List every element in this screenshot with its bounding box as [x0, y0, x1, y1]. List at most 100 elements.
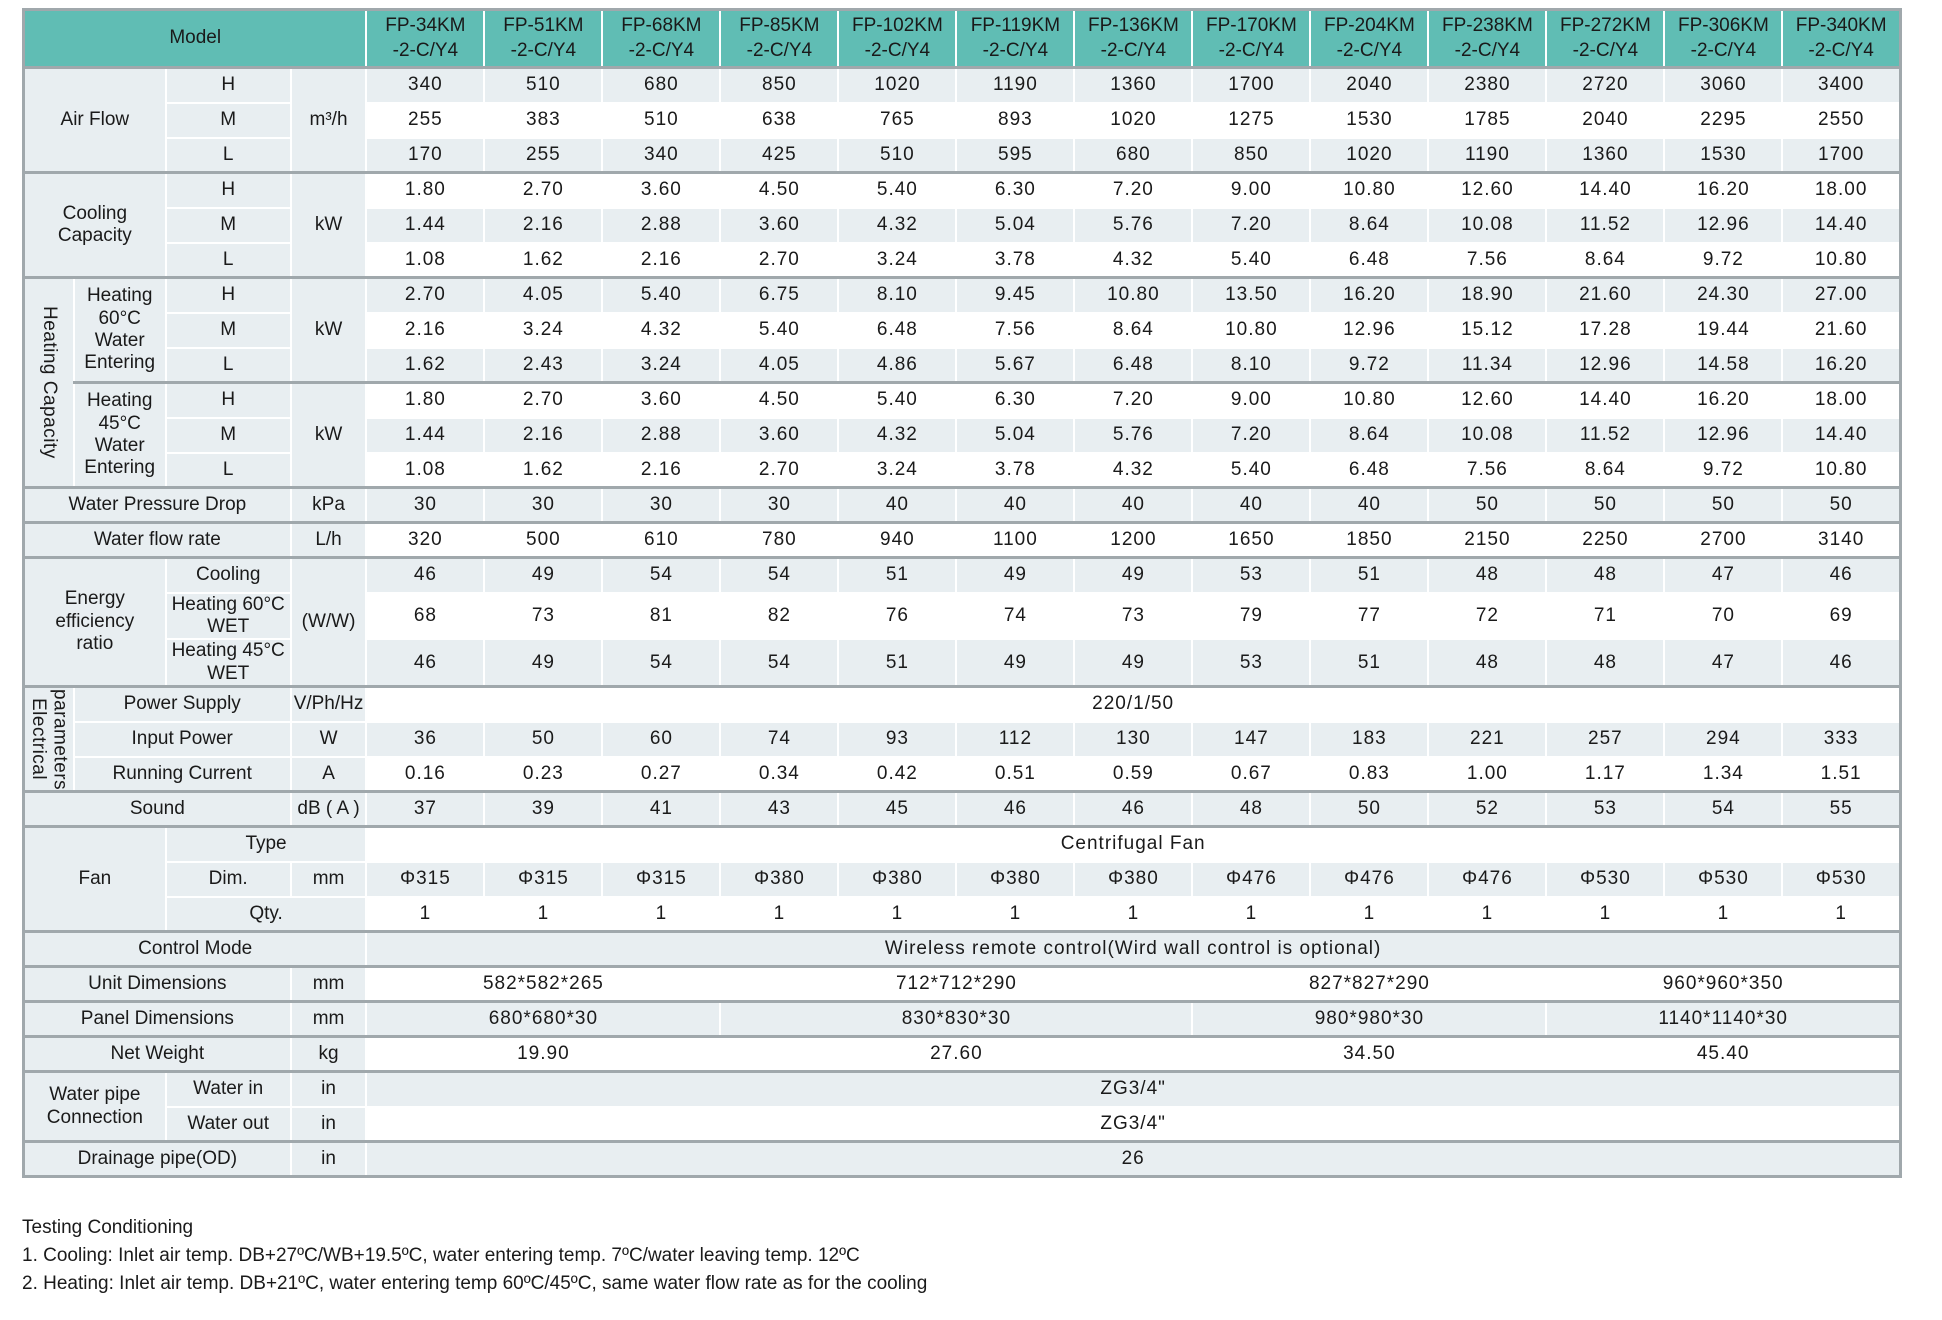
heating60-h-value: 6.75 — [719, 276, 840, 314]
cooling-l-value: 8.64 — [1545, 241, 1666, 279]
cooling-h-value: 4.50 — [719, 171, 840, 209]
heating60-h-value: 10.80 — [1073, 276, 1194, 314]
heating45-h-value: 4.50 — [719, 381, 840, 419]
heating45-m-value: 1.44 — [365, 416, 486, 454]
row-heating45-m: M 1.44 2.16 2.88 3.60 4.32 5.04 5.76 7.20 8.64 10.… — [24, 416, 1902, 454]
eer-heating60-value: 77 — [1309, 591, 1430, 641]
cooling-l-value: 7.56 — [1427, 241, 1548, 279]
air-flow-l-value: 1530 — [1663, 136, 1784, 174]
heating45-h-label: kW — [289, 381, 368, 489]
input-power-value: 221 — [1427, 720, 1548, 758]
eer-cooling-label: Cooling — [164, 556, 292, 594]
heating45-l-value: 2.70 — [719, 451, 840, 489]
fan-dim-value: Φ476 — [1309, 860, 1430, 898]
air-flow-l-value: 1020 — [1309, 136, 1430, 174]
air-flow-m-label: M — [164, 101, 292, 139]
water-flow-rate-value: 3140 — [1781, 521, 1902, 559]
eer-heating45-value: 51 — [1309, 638, 1430, 688]
row-unit-dimensions: Unit Dimensions mm 582*582*265 712*712*290 8… — [22, 965, 1902, 1003]
air-flow-h-value: 850 — [719, 66, 840, 104]
cooling-m-value: 5.04 — [955, 206, 1076, 244]
cooling-h-value: 2.70 — [483, 171, 604, 209]
air-flow-h-value: 2720 — [1545, 66, 1666, 104]
eer-heating45-value: 53 — [1191, 638, 1312, 688]
cooling-h-value: 16.20 — [1663, 171, 1784, 209]
fan-qty-value: 1 — [1781, 895, 1902, 933]
heating45-m-value: 2.88 — [601, 416, 722, 454]
heating60-h-value: 27.00 — [1781, 276, 1902, 314]
input-power-value: 147 — [1191, 720, 1312, 758]
eer-cooling-value: 49 — [483, 556, 604, 594]
heating45-m-value: 3.60 — [719, 416, 840, 454]
air-flow-m-value: 255 — [365, 101, 486, 139]
heating45-m-value: 5.76 — [1073, 416, 1194, 454]
cooling-l-value: 5.40 — [1191, 241, 1312, 279]
net-weight-value: 19.90 — [365, 1035, 722, 1073]
air-flow-h-label: Air Flow — [22, 66, 167, 174]
heating45-l-value: 7.56 — [1427, 451, 1548, 489]
cooling-h-value: 14.40 — [1545, 171, 1666, 209]
heating60-h-value: 4.05 — [483, 276, 604, 314]
input-power-value: 130 — [1073, 720, 1194, 758]
air-flow-h-value: 1020 — [837, 66, 958, 104]
sound-value: 48 — [1191, 790, 1312, 828]
model-header-row: Model FP-34KM -2-C/Y4 FP-51KM -2-C/Y4 FP-68… — [22, 8, 1902, 69]
cooling-h-label: Cooling Capacity — [22, 171, 167, 279]
heating45-l-value: 4.32 — [1073, 451, 1194, 489]
fan-qty-label: Qty. — [164, 895, 368, 933]
cooling-h-value: 5.40 — [837, 171, 958, 209]
heating60-m-label: M — [164, 311, 292, 349]
heating45-l-value: 1.08 — [365, 451, 486, 489]
cooling-l-value: 9.72 — [1663, 241, 1784, 279]
water-pressure-drop-value: 40 — [1073, 486, 1194, 524]
eer-heating60-value: 69 — [1781, 591, 1902, 641]
air-flow-h-label: m³/h — [289, 66, 368, 174]
heating45-m-value: 8.64 — [1309, 416, 1430, 454]
running-current-value: 0.83 — [1309, 755, 1430, 793]
heating60-m-value: 2.16 — [365, 311, 486, 349]
heating60-m-value: 7.56 — [955, 311, 1076, 349]
model-column-header: FP-238KM -2-C/Y4 — [1427, 8, 1548, 69]
fan-qty-value: 1 — [1427, 895, 1548, 933]
drainage-pipe-label: Drainage pipe(OD) — [22, 1140, 292, 1178]
model-column-header: FP-68KM -2-C/Y4 — [601, 8, 722, 69]
heating60-m-value: 4.32 — [601, 311, 722, 349]
panel-dimensions-label: Panel Dimensions — [22, 1000, 292, 1038]
fan-qty-value: 1 — [1191, 895, 1312, 933]
air-flow-l-value: 680 — [1073, 136, 1194, 174]
water-flow-rate-value: 1650 — [1191, 521, 1312, 559]
eer-cooling-value: 54 — [719, 556, 840, 594]
running-current-value: 0.42 — [837, 755, 958, 793]
row-heating60-h: Heating Capacity Heating 60°C Water Enter… — [22, 276, 1902, 489]
water-pressure-drop-label: kPa — [289, 486, 368, 524]
water-flow-rate-value: 610 — [601, 521, 722, 559]
cooling-m-value: 11.52 — [1545, 206, 1666, 244]
water-flow-rate-value: 2700 — [1663, 521, 1784, 559]
heating60-m-value: 10.80 — [1191, 311, 1312, 349]
sound-label: Sound — [22, 790, 292, 828]
power-supply-label: V/Ph/Hz — [289, 685, 368, 723]
cooling-h-value: 1.80 — [365, 171, 486, 209]
footnote-title: Testing Conditioning — [22, 1217, 194, 1239]
air-flow-h-value: 3060 — [1663, 66, 1784, 104]
row-cooling-m: M 1.44 2.16 2.88 3.60 4.32 5.04 5.76 7.20 8.64 10.… — [24, 206, 1902, 244]
sound-value: 46 — [1073, 790, 1194, 828]
water-in-label: Water in — [164, 1070, 292, 1108]
heating45-l-value: 5.40 — [1191, 451, 1312, 489]
eer-heating60-value: 73 — [1073, 591, 1194, 641]
fan-qty-value: 1 — [1309, 895, 1430, 933]
running-current-value: 0.16 — [365, 755, 486, 793]
sound-value: 50 — [1309, 790, 1430, 828]
air-flow-l-value: 1360 — [1545, 136, 1666, 174]
model-column-header: FP-170KM -2-C/Y4 — [1191, 8, 1312, 69]
water-pressure-drop-value: 30 — [719, 486, 840, 524]
cooling-m-label: M — [164, 206, 292, 244]
row-water-out: Water out in ZG3/4" — [24, 1105, 1902, 1143]
net-weight-value: 34.50 — [1191, 1035, 1548, 1073]
air-flow-l-value: 170 — [365, 136, 486, 174]
cooling-h-value: 6.30 — [955, 171, 1076, 209]
water-pressure-drop-value: 50 — [1663, 486, 1784, 524]
eer-heating60-value: 79 — [1191, 591, 1312, 641]
heating45-m-label: M — [164, 416, 292, 454]
